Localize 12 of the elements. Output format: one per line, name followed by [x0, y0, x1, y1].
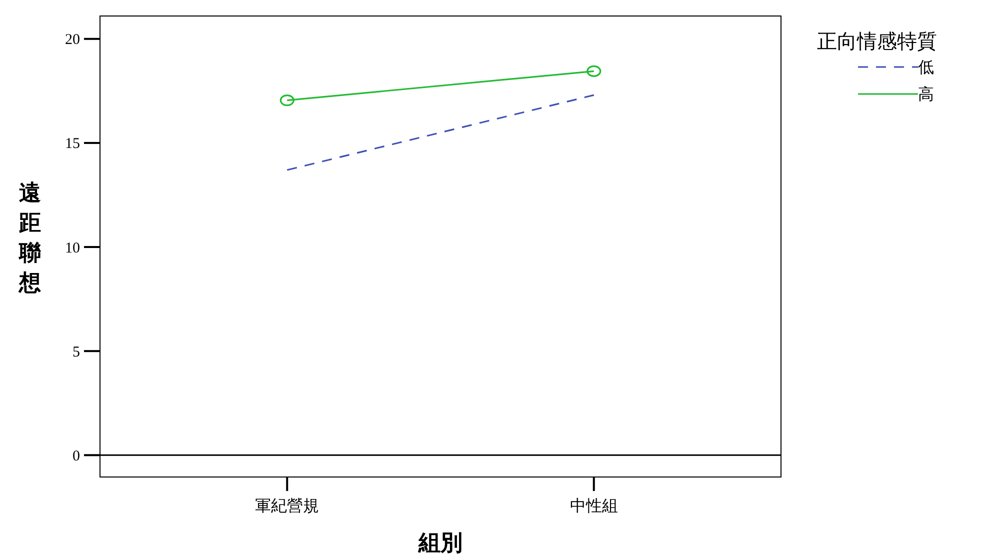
legend-label: 低 [918, 58, 934, 77]
legend-label: 高 [918, 84, 934, 104]
legend-title: 正向情感特質 [817, 29, 937, 53]
x-tick-label: 中性組 [570, 496, 618, 515]
x-axis-title: 組別 [418, 531, 462, 554]
y-tick-label: 5 [72, 344, 80, 360]
x-tick-label: 軍紀營規 [255, 496, 320, 515]
y-axis-title: 遠距聯想 [18, 181, 42, 296]
y-tick-label: 0 [72, 448, 80, 464]
y-tick-label: 20 [65, 32, 80, 48]
y-tick-label: 10 [65, 240, 80, 256]
y-tick-label: 15 [65, 136, 80, 152]
